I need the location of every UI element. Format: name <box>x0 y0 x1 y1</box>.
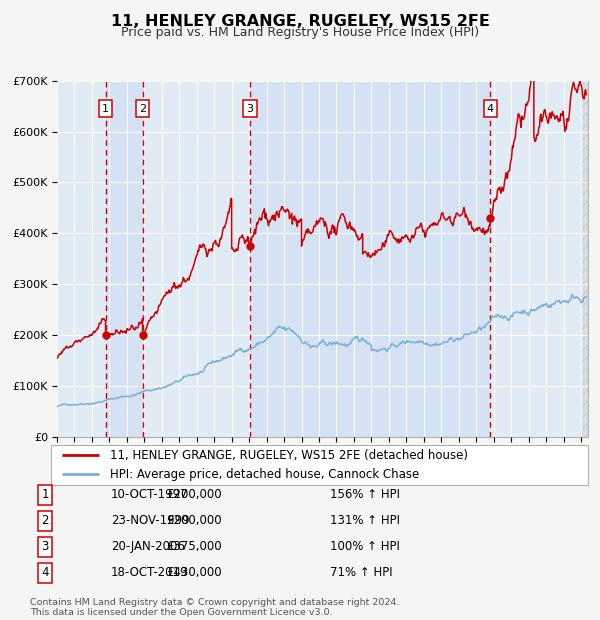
Text: This data is licensed under the Open Government Licence v3.0.: This data is licensed under the Open Gov… <box>30 608 332 617</box>
Bar <box>490 81 588 437</box>
Text: 4: 4 <box>41 567 49 579</box>
Text: 20-JAN-2006: 20-JAN-2006 <box>111 541 185 553</box>
Bar <box>106 81 143 437</box>
Text: 100% ↑ HPI: 100% ↑ HPI <box>330 541 400 553</box>
Bar <box>250 81 490 437</box>
Text: 1: 1 <box>41 489 49 501</box>
Text: 156% ↑ HPI: 156% ↑ HPI <box>330 489 400 501</box>
Text: 2: 2 <box>139 104 146 113</box>
Text: 11, HENLEY GRANGE, RUGELEY, WS15 2FE: 11, HENLEY GRANGE, RUGELEY, WS15 2FE <box>110 14 490 29</box>
Text: £375,000: £375,000 <box>166 541 222 553</box>
Text: HPI: Average price, detached house, Cannock Chase: HPI: Average price, detached house, Cann… <box>110 468 419 481</box>
Text: 131% ↑ HPI: 131% ↑ HPI <box>330 515 400 527</box>
Text: 1: 1 <box>102 104 109 113</box>
Bar <box>57 81 106 437</box>
Text: 18-OCT-2019: 18-OCT-2019 <box>111 567 188 579</box>
Bar <box>581 81 588 437</box>
Text: 3: 3 <box>41 541 49 553</box>
Text: 4: 4 <box>487 104 494 113</box>
Text: Price paid vs. HM Land Registry's House Price Index (HPI): Price paid vs. HM Land Registry's House … <box>121 26 479 38</box>
Text: £200,000: £200,000 <box>166 489 222 501</box>
Text: Contains HM Land Registry data © Crown copyright and database right 2024.: Contains HM Land Registry data © Crown c… <box>30 598 400 607</box>
Text: 2: 2 <box>41 515 49 527</box>
Text: 71% ↑ HPI: 71% ↑ HPI <box>330 567 392 579</box>
Text: £430,000: £430,000 <box>166 567 222 579</box>
Text: £200,000: £200,000 <box>166 515 222 527</box>
Text: 3: 3 <box>247 104 254 113</box>
Text: 10-OCT-1997: 10-OCT-1997 <box>111 489 188 501</box>
Text: 23-NOV-1999: 23-NOV-1999 <box>111 515 190 527</box>
Text: 11, HENLEY GRANGE, RUGELEY, WS15 2FE (detached house): 11, HENLEY GRANGE, RUGELEY, WS15 2FE (de… <box>110 448 468 461</box>
Bar <box>143 81 250 437</box>
